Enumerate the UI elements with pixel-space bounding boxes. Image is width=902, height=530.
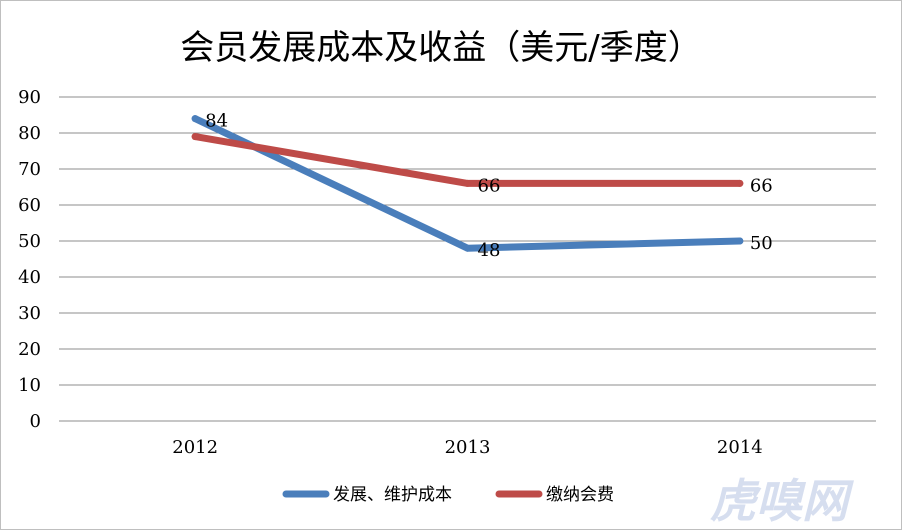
data-label: 84 — [205, 111, 228, 132]
data-point — [464, 179, 471, 187]
legend-label: 发展、维护成本 — [333, 485, 452, 505]
y-tick-label: 80 — [18, 123, 41, 144]
data-point — [464, 244, 471, 252]
y-tick-label: 20 — [18, 339, 41, 360]
watermark-logo: 虎嗅网 — [710, 474, 854, 528]
y-tick-label: 10 — [18, 375, 41, 396]
series-lines — [191, 115, 744, 252]
y-tick-label: 90 — [18, 87, 41, 108]
y-tick-label: 30 — [18, 303, 41, 324]
x-tick-label: 2014 — [717, 437, 763, 458]
data-point — [736, 179, 744, 187]
y-tick-label: 40 — [18, 267, 41, 288]
y-tick-label: 50 — [18, 231, 41, 252]
x-tick-label: 2013 — [445, 437, 491, 458]
y-tick-label: 70 — [18, 159, 41, 180]
legend-label: 缴纳会费 — [546, 485, 614, 505]
data-labels: 84 48 50 66 66 — [205, 111, 773, 262]
data-label: 66 — [750, 175, 773, 196]
x-axis-ticks: 2012 2013 2014 — [172, 437, 762, 458]
data-label: 50 — [750, 233, 773, 254]
data-point — [191, 115, 199, 123]
legend: 发展、维护成本 缴纳会费 — [282, 485, 614, 505]
x-tick-label: 2012 — [172, 437, 218, 458]
data-label: 48 — [478, 240, 501, 261]
y-tick-label: 0 — [30, 411, 41, 432]
y-tick-label: 60 — [18, 195, 41, 216]
chart-title: 会员发展成本及收益（美元/季度） — [180, 28, 701, 68]
gridlines — [59, 96, 876, 422]
data-label: 66 — [478, 175, 501, 196]
y-axis-ticks: 0 10 20 30 40 50 60 70 80 90 — [18, 87, 41, 432]
data-point — [736, 237, 744, 245]
data-point — [191, 133, 199, 141]
